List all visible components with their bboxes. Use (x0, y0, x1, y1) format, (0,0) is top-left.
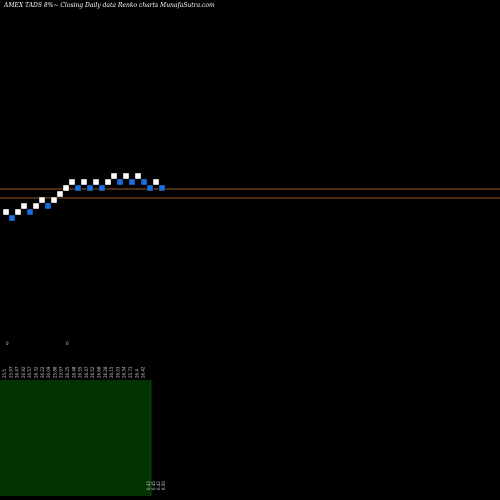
x-tick-label: 25.5 (2, 369, 7, 378)
brick-down (116, 178, 124, 186)
brick-up (32, 202, 40, 210)
brick-up (56, 190, 64, 198)
x-tick-label: 26.34 (122, 366, 127, 378)
price-label: 6.45 (151, 481, 156, 490)
brick-up (14, 208, 22, 216)
price-label: 6.43 (146, 481, 151, 490)
brick-down (44, 202, 52, 210)
brick-up (92, 178, 100, 186)
brick-up (38, 196, 46, 204)
brick-down (140, 178, 148, 186)
brick-up (122, 172, 130, 180)
brick-up (152, 178, 160, 186)
brick-up (134, 172, 142, 180)
x-marker: 0 (66, 341, 69, 346)
x-tick-label: 26.32 (34, 366, 39, 378)
x-tick-label: 26.22 (40, 366, 45, 378)
x-tick-label: 26.48 (71, 366, 76, 378)
brick-down (26, 208, 34, 216)
x-tick-label: 26.92 (21, 366, 26, 378)
x-tick-label: 26.15 (109, 366, 114, 378)
x-tick-label: 26.52 (90, 366, 95, 378)
brick-up (104, 178, 112, 186)
brick-down (98, 184, 106, 192)
x-tick-label: 25.97 (59, 366, 64, 378)
brick-down (158, 184, 166, 192)
x-tick-label: 26.25 (65, 366, 70, 378)
brick-up (68, 178, 76, 186)
x-tick-label: 25.97 (8, 366, 13, 378)
brick-up (2, 208, 10, 216)
x-tick-label: 26.55 (78, 366, 83, 378)
x-tick-label: 26.28 (103, 366, 108, 378)
brick-up (110, 172, 118, 180)
x-tick-label: 26.4 (134, 369, 139, 378)
x-tick-label: 25.73 (128, 366, 133, 378)
x-tick-label: 26.42 (141, 366, 146, 378)
brick-down (128, 178, 136, 186)
x-tick-label: 26.57 (27, 366, 32, 378)
brick-down (74, 184, 82, 192)
x-tick-label: 26.09 (46, 366, 51, 378)
chart-title: AMEX TADS 8%~ Closing Daily data Renko c… (4, 2, 215, 9)
brick-up (62, 184, 70, 192)
x-tick-label: 25.88 (52, 366, 57, 378)
price-label: 6.42 (156, 481, 161, 490)
price-label: 6.50 (161, 481, 166, 490)
x-tick-label: 26.47 (15, 366, 20, 378)
volume-panel (0, 380, 151, 496)
brick-down (86, 184, 94, 192)
x-tick-label: 26.03 (115, 366, 120, 378)
brick-up (80, 178, 88, 186)
x-tick-label: 26.68 (97, 366, 102, 378)
x-marker: 0 (6, 341, 9, 346)
x-tick-label: 26.47 (84, 366, 89, 378)
brick-up (20, 202, 28, 210)
brick-down (146, 184, 154, 192)
brick-down (8, 214, 16, 222)
brick-up (50, 196, 58, 204)
